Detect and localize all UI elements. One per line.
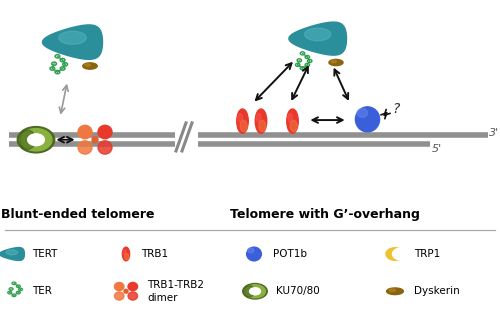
Ellipse shape: [78, 125, 92, 139]
Ellipse shape: [356, 107, 380, 132]
Ellipse shape: [250, 288, 260, 295]
Text: KU70/80: KU70/80: [276, 286, 320, 296]
Ellipse shape: [357, 109, 368, 117]
Ellipse shape: [329, 59, 343, 66]
Polygon shape: [6, 250, 18, 255]
Text: TRP1: TRP1: [414, 249, 440, 259]
Text: POT1b: POT1b: [272, 249, 306, 259]
Ellipse shape: [78, 141, 92, 154]
Ellipse shape: [85, 64, 90, 66]
Ellipse shape: [386, 248, 404, 260]
Polygon shape: [289, 22, 346, 55]
Text: ?: ?: [392, 102, 400, 116]
Text: TRB1-TRB2
dimer: TRB1-TRB2 dimer: [148, 280, 204, 303]
Ellipse shape: [244, 286, 254, 297]
Text: 5': 5': [432, 144, 442, 154]
Ellipse shape: [114, 282, 124, 290]
Ellipse shape: [124, 254, 129, 260]
Polygon shape: [0, 247, 24, 260]
Ellipse shape: [243, 284, 267, 299]
Ellipse shape: [287, 109, 298, 133]
Ellipse shape: [18, 126, 54, 153]
Text: Blunt-ended telomere: Blunt-ended telomere: [1, 208, 154, 221]
Text: Dyskerin: Dyskerin: [414, 286, 460, 296]
Ellipse shape: [83, 63, 97, 69]
Ellipse shape: [20, 130, 36, 149]
Ellipse shape: [244, 285, 266, 298]
Ellipse shape: [288, 113, 292, 122]
Ellipse shape: [124, 289, 128, 293]
Polygon shape: [59, 31, 86, 44]
Ellipse shape: [92, 137, 98, 143]
Ellipse shape: [256, 109, 267, 133]
Ellipse shape: [98, 125, 112, 139]
Ellipse shape: [28, 134, 44, 145]
Ellipse shape: [246, 247, 262, 261]
Ellipse shape: [28, 134, 44, 145]
Text: TERT: TERT: [32, 249, 58, 259]
Ellipse shape: [386, 288, 404, 295]
Ellipse shape: [128, 282, 138, 290]
Ellipse shape: [248, 248, 254, 253]
Ellipse shape: [250, 288, 260, 295]
Ellipse shape: [123, 250, 126, 255]
Ellipse shape: [238, 113, 242, 122]
Text: Telomere with G’-overhang: Telomere with G’-overhang: [230, 208, 420, 221]
Ellipse shape: [98, 141, 112, 154]
Polygon shape: [42, 25, 102, 59]
Ellipse shape: [128, 292, 138, 300]
Ellipse shape: [258, 120, 266, 132]
Text: TER: TER: [32, 286, 52, 296]
Ellipse shape: [20, 128, 52, 151]
Ellipse shape: [389, 289, 396, 291]
Ellipse shape: [256, 113, 261, 122]
Ellipse shape: [331, 60, 336, 63]
Ellipse shape: [290, 120, 297, 132]
Ellipse shape: [237, 109, 248, 133]
Ellipse shape: [114, 292, 124, 300]
Polygon shape: [304, 28, 331, 41]
Ellipse shape: [392, 248, 407, 260]
Ellipse shape: [240, 120, 247, 132]
Text: 3': 3': [489, 128, 499, 139]
Text: TRB1: TRB1: [141, 249, 168, 259]
Ellipse shape: [122, 247, 130, 261]
